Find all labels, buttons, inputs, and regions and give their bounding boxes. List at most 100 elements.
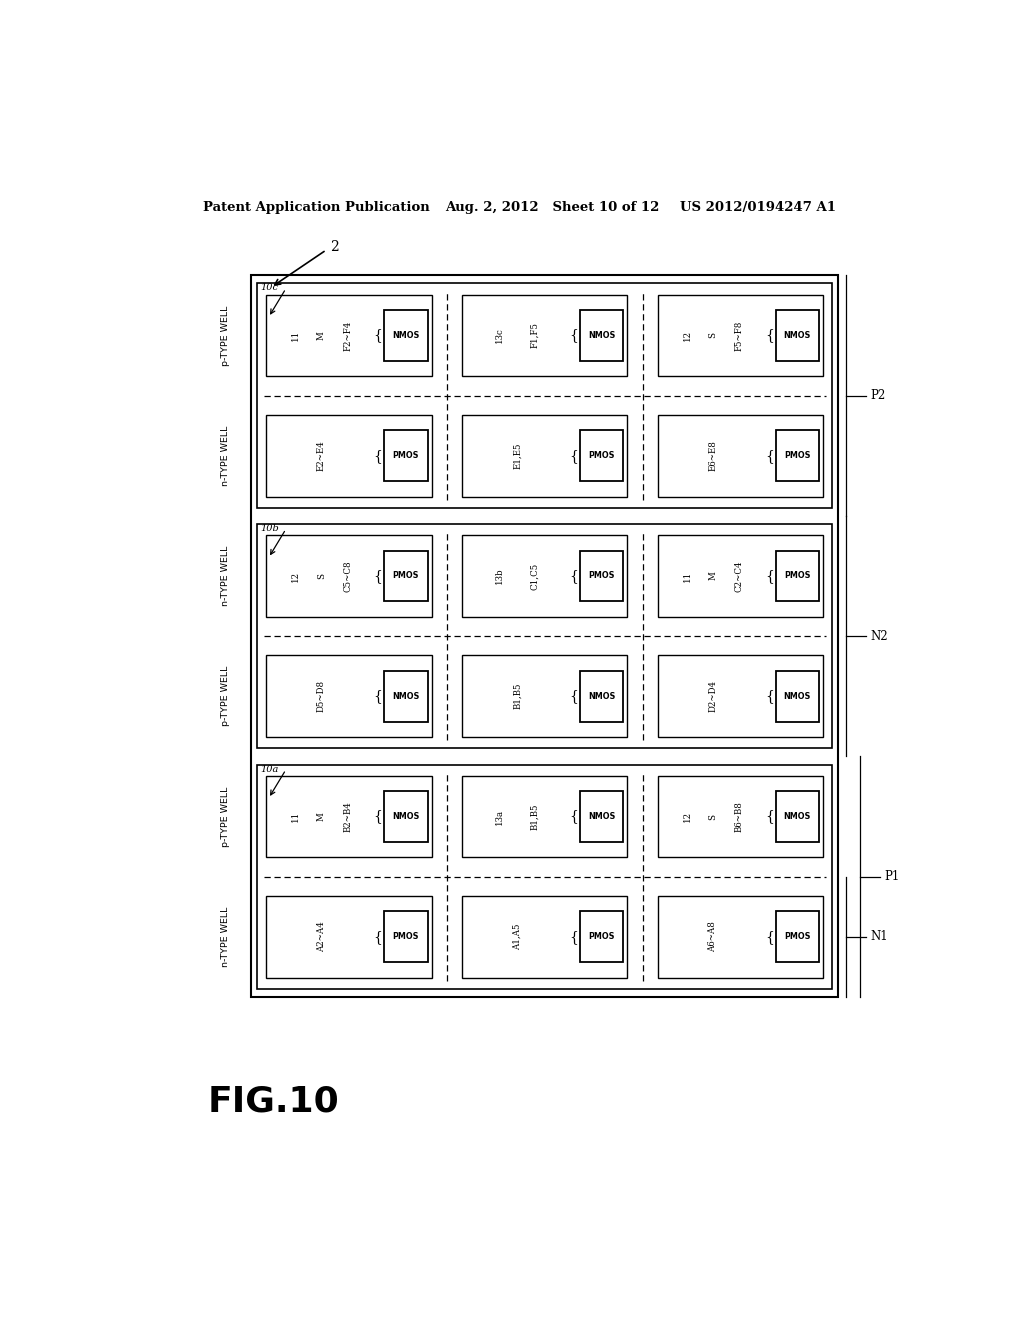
Text: p-TYPE WELL: p-TYPE WELL xyxy=(221,667,230,726)
Bar xyxy=(266,414,432,496)
Bar xyxy=(384,671,428,722)
Text: NMOS: NMOS xyxy=(783,812,811,821)
Text: E2~E4: E2~E4 xyxy=(317,441,326,471)
Bar xyxy=(251,276,839,997)
Text: M: M xyxy=(317,331,326,339)
Text: 12: 12 xyxy=(291,570,300,582)
Text: S: S xyxy=(709,333,718,338)
Bar xyxy=(462,294,628,376)
Text: {: { xyxy=(765,569,774,583)
Bar xyxy=(462,776,628,858)
Bar xyxy=(462,414,628,496)
Text: 13c: 13c xyxy=(496,327,505,343)
Text: B1,B5: B1,B5 xyxy=(530,804,540,830)
Text: A6~A8: A6~A8 xyxy=(709,921,718,952)
Bar xyxy=(384,912,428,962)
Text: 10b: 10b xyxy=(260,524,280,533)
Text: S: S xyxy=(709,813,718,820)
Text: PMOS: PMOS xyxy=(784,572,811,581)
Text: PMOS: PMOS xyxy=(784,932,811,941)
Bar xyxy=(657,776,823,858)
Text: F1,F5: F1,F5 xyxy=(530,322,540,348)
Bar xyxy=(657,294,823,376)
Bar xyxy=(462,656,628,737)
Text: E6~E8: E6~E8 xyxy=(709,441,718,471)
Text: N1: N1 xyxy=(870,931,888,944)
Bar xyxy=(775,912,819,962)
Text: US 2012/0194247 A1: US 2012/0194247 A1 xyxy=(680,201,836,214)
Text: P2: P2 xyxy=(870,389,886,403)
Text: C2~C4: C2~C4 xyxy=(734,560,743,591)
Text: {: { xyxy=(765,329,774,342)
Text: A2~A4: A2~A4 xyxy=(317,921,326,952)
Text: PMOS: PMOS xyxy=(589,572,614,581)
Text: C5~C8: C5~C8 xyxy=(343,560,352,591)
Bar xyxy=(384,791,428,842)
Bar xyxy=(657,656,823,737)
Text: {: { xyxy=(765,449,774,463)
Bar xyxy=(257,284,831,508)
Text: NMOS: NMOS xyxy=(588,692,615,701)
Text: 11: 11 xyxy=(291,810,300,822)
Text: {: { xyxy=(569,809,578,824)
Bar xyxy=(266,776,432,858)
Text: FIG.10: FIG.10 xyxy=(207,1085,339,1118)
Bar xyxy=(580,310,624,360)
Bar xyxy=(775,430,819,480)
Text: n-TYPE WELL: n-TYPE WELL xyxy=(221,545,230,606)
Bar xyxy=(657,896,823,978)
Bar xyxy=(384,310,428,360)
Text: NMOS: NMOS xyxy=(392,692,420,701)
Text: 13a: 13a xyxy=(496,809,505,825)
Text: {: { xyxy=(569,449,578,463)
Text: B2~B4: B2~B4 xyxy=(343,801,352,832)
Text: {: { xyxy=(765,929,774,944)
Text: {: { xyxy=(569,689,578,704)
Bar xyxy=(384,430,428,480)
Bar xyxy=(580,671,624,722)
Text: B1,B5: B1,B5 xyxy=(513,682,522,709)
Text: NMOS: NMOS xyxy=(588,331,615,341)
Text: D5~D8: D5~D8 xyxy=(317,680,326,713)
Text: {: { xyxy=(374,329,382,342)
Text: S: S xyxy=(317,573,326,579)
Bar xyxy=(266,294,432,376)
Text: PMOS: PMOS xyxy=(784,451,811,461)
Text: n-TYPE WELL: n-TYPE WELL xyxy=(221,907,230,968)
Text: NMOS: NMOS xyxy=(783,331,811,341)
Text: 12: 12 xyxy=(682,330,691,341)
Text: p-TYPE WELL: p-TYPE WELL xyxy=(221,305,230,366)
Text: {: { xyxy=(374,809,382,824)
Text: P1: P1 xyxy=(885,870,899,883)
Text: n-TYPE WELL: n-TYPE WELL xyxy=(221,425,230,486)
Text: PMOS: PMOS xyxy=(392,572,419,581)
Text: {: { xyxy=(569,929,578,944)
Text: PMOS: PMOS xyxy=(392,451,419,461)
Bar xyxy=(257,524,831,748)
Text: 2: 2 xyxy=(331,240,339,253)
Bar xyxy=(657,535,823,616)
Bar xyxy=(384,550,428,602)
Bar xyxy=(657,414,823,496)
Text: NMOS: NMOS xyxy=(392,331,420,341)
Bar xyxy=(775,671,819,722)
Text: Aug. 2, 2012   Sheet 10 of 12: Aug. 2, 2012 Sheet 10 of 12 xyxy=(445,201,659,214)
Text: 11: 11 xyxy=(291,330,300,341)
Text: E1,E5: E1,E5 xyxy=(513,442,522,469)
Bar xyxy=(266,535,432,616)
Bar xyxy=(257,764,831,989)
Text: 13b: 13b xyxy=(496,568,505,585)
Text: F2~F4: F2~F4 xyxy=(343,321,352,351)
Bar xyxy=(580,430,624,480)
Bar xyxy=(775,791,819,842)
Text: {: { xyxy=(569,329,578,342)
Bar xyxy=(462,896,628,978)
Text: NMOS: NMOS xyxy=(783,692,811,701)
Text: A1,A5: A1,A5 xyxy=(513,924,522,950)
Bar xyxy=(580,791,624,842)
Bar xyxy=(775,310,819,360)
Text: N2: N2 xyxy=(870,630,888,643)
Text: PMOS: PMOS xyxy=(589,932,614,941)
Bar xyxy=(266,896,432,978)
Text: M: M xyxy=(709,572,718,581)
